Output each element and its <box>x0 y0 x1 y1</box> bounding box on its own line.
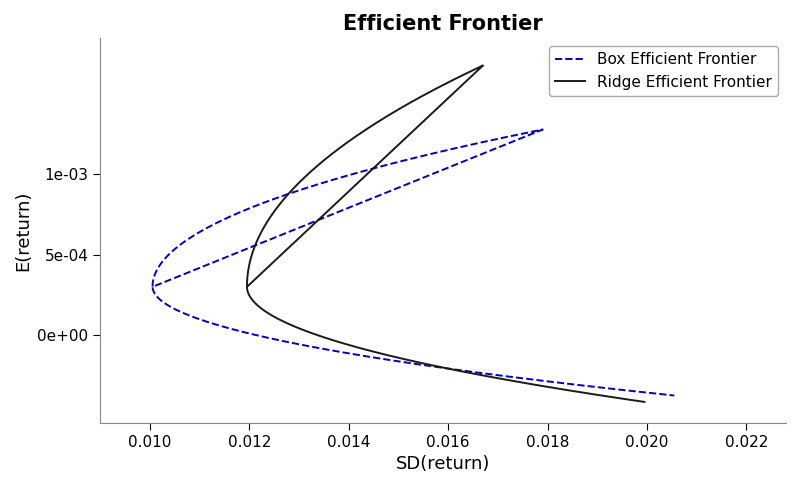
Box Efficient Frontier <box>418 362 427 368</box>
Box Efficient Frontier <box>670 393 679 398</box>
Ridge Efficient Frontier <box>299 175 309 181</box>
Ridge Efficient Frontier <box>478 62 488 68</box>
Ridge Efficient Frontier <box>466 68 476 74</box>
Line: Box Efficient Frontier: Box Efficient Frontier <box>153 130 674 395</box>
Ridge Efficient Frontier <box>242 281 252 287</box>
Box Efficient Frontier <box>538 127 547 132</box>
Ridge Efficient Frontier <box>412 359 422 365</box>
Box Efficient Frontier <box>148 282 158 288</box>
Box Efficient Frontier <box>518 131 528 136</box>
Box Efficient Frontier <box>371 355 381 361</box>
Line: Ridge Efficient Frontier: Ridge Efficient Frontier <box>247 65 645 402</box>
Title: Efficient Frontier: Efficient Frontier <box>343 14 543 34</box>
X-axis label: SD(return): SD(return) <box>396 455 490 473</box>
Y-axis label: E(return): E(return) <box>14 190 32 271</box>
Ridge Efficient Frontier <box>242 283 252 289</box>
Legend: Box Efficient Frontier, Ridge Efficient Frontier: Box Efficient Frontier, Ridge Efficient … <box>549 46 778 96</box>
Ridge Efficient Frontier <box>640 399 650 405</box>
Ridge Efficient Frontier <box>448 367 458 373</box>
Ridge Efficient Frontier <box>262 309 271 315</box>
Box Efficient Frontier <box>174 308 183 314</box>
Box Efficient Frontier <box>148 283 158 289</box>
Box Efficient Frontier <box>242 206 251 212</box>
